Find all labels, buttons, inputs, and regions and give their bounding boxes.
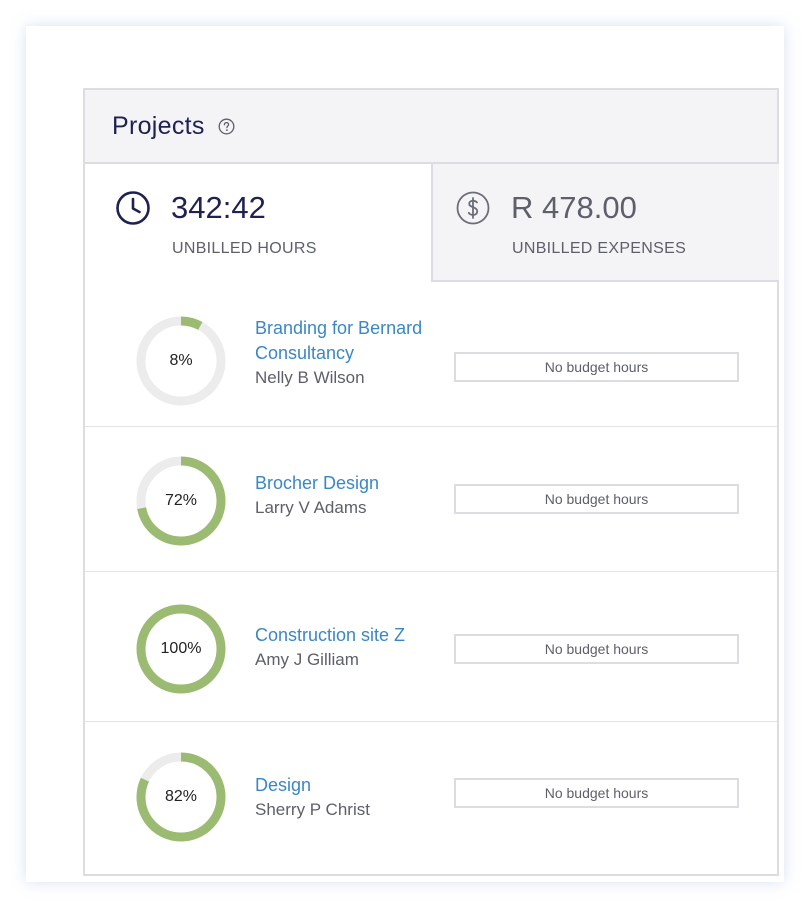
progress-percent: 100% [160, 640, 202, 657]
project-row: 72% Brocher Design Larry V Adams No budg… [85, 427, 777, 572]
progress-donut: 100% [135, 603, 227, 695]
panel-header: Projects [85, 90, 777, 164]
project-row: 100% Construction site Z Amy J Gilliam N… [85, 572, 777, 722]
dollar-circle-icon [455, 190, 491, 226]
unbilled-expenses-label: UNBILLED EXPENSES [512, 240, 687, 257]
unbilled-expenses-value: R 478.00 [511, 190, 637, 225]
project-list: 8% Branding for Bernard Consultancy Nell… [85, 282, 777, 873]
projects-panel: Projects 342:42 UNBILLED HOURS [83, 88, 779, 876]
project-row: 82% Design Sherry P Christ No budget hou… [85, 722, 777, 873]
project-owner: Larry V Adams [255, 498, 367, 517]
progress-donut: 82% [135, 751, 227, 843]
progress-percent: 72% [164, 492, 198, 509]
progress-donut: 8% [135, 315, 227, 407]
project-name-link[interactable]: Design [255, 775, 312, 795]
projects-card: Projects 342:42 UNBILLED HOURS [26, 26, 784, 882]
clock-icon [115, 190, 151, 226]
project-name-link[interactable]: Brocher Design [255, 473, 380, 493]
project-info: Brocher Design Larry V Adams [255, 471, 455, 520]
project-info: Branding for Bernard Consultancy Nelly B… [255, 316, 455, 390]
budget-hours-box: No budget hours [454, 778, 739, 808]
project-name-link[interactable]: Construction site Z [255, 625, 406, 645]
unbilled-hours-tab[interactable]: 342:42 UNBILLED HOURS [85, 164, 431, 282]
unbilled-expenses-tab[interactable]: R 478.00 UNBILLED EXPENSES [431, 164, 779, 282]
progress-percent: 8% [169, 352, 193, 369]
project-owner: Sherry P Christ [255, 800, 370, 819]
budget-hours-box: No budget hours [454, 634, 739, 664]
project-owner: Nelly B Wilson [255, 368, 365, 387]
project-info: Construction site Z Amy J Gilliam [255, 623, 455, 672]
budget-hours-box: No budget hours [454, 352, 739, 382]
progress-percent: 82% [164, 788, 198, 805]
question-circle-icon[interactable] [218, 118, 235, 135]
project-owner: Amy J Gilliam [255, 650, 359, 669]
project-name-link[interactable]: Branding for Bernard Consultancy [255, 318, 423, 363]
project-row: 8% Branding for Bernard Consultancy Nell… [85, 282, 777, 427]
unbilled-hours-label: UNBILLED HOURS [172, 240, 317, 257]
page-title: Projects [112, 111, 205, 140]
progress-donut: 72% [135, 455, 227, 547]
stats-bar: 342:42 UNBILLED HOURS R 478.00 UNBILLED … [85, 164, 779, 282]
budget-hours-box: No budget hours [454, 484, 739, 514]
project-info: Design Sherry P Christ [255, 773, 455, 822]
unbilled-hours-value: 342:42 [171, 190, 266, 225]
